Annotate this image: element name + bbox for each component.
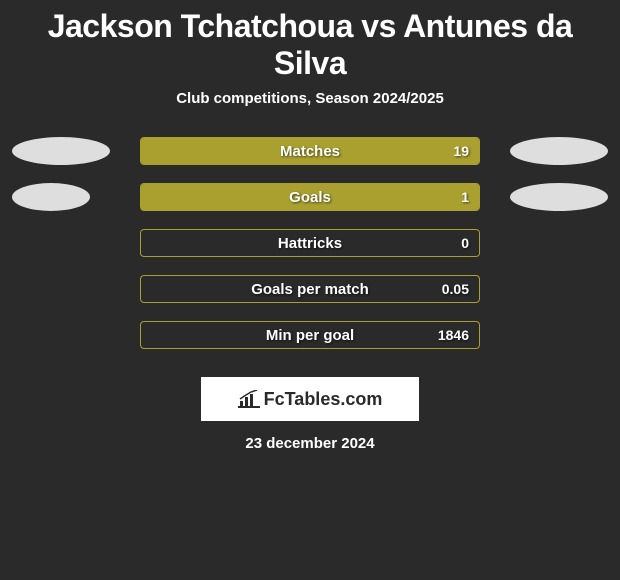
stat-bar: Hattricks0	[140, 229, 480, 257]
chart-icon	[238, 390, 260, 408]
stat-row: Matches19	[30, 137, 590, 165]
stat-row: Goals per match0.05	[30, 275, 590, 303]
right-ellipse	[510, 183, 608, 211]
page-title: Jackson Tchatchoua vs Antunes da Silva	[30, 8, 590, 82]
stat-value: 19	[453, 143, 469, 159]
stat-label: Goals per match	[141, 281, 479, 298]
stat-value: 1846	[438, 327, 469, 343]
stat-value: 0.05	[442, 281, 469, 297]
stat-label: Matches	[141, 143, 479, 160]
subtitle: Club competitions, Season 2024/2025	[30, 90, 590, 107]
stats-container: Matches19 Goals1 Hattricks0 Goals per match…	[30, 137, 590, 349]
stat-bar: Goals per match0.05	[140, 275, 480, 303]
left-ellipse	[12, 183, 90, 211]
stat-label: Min per goal	[141, 327, 479, 344]
stat-row: Goals1	[30, 183, 590, 211]
stat-label: Hattricks	[141, 235, 479, 252]
logo-text: FcTables.com	[264, 389, 383, 410]
logo-box[interactable]: FcTables.com	[201, 377, 419, 421]
right-ellipse	[510, 137, 608, 165]
stat-bar: Goals1	[140, 183, 480, 211]
stat-value: 0	[461, 235, 469, 251]
stat-bar: Matches19	[140, 137, 480, 165]
stat-value: 1	[461, 189, 469, 205]
stat-bar: Min per goal1846	[140, 321, 480, 349]
stat-row: Hattricks0	[30, 229, 590, 257]
left-ellipse	[12, 137, 110, 165]
stat-label: Goals	[141, 189, 479, 206]
stat-row: Min per goal1846	[30, 321, 590, 349]
date-text: 23 december 2024	[30, 435, 590, 452]
